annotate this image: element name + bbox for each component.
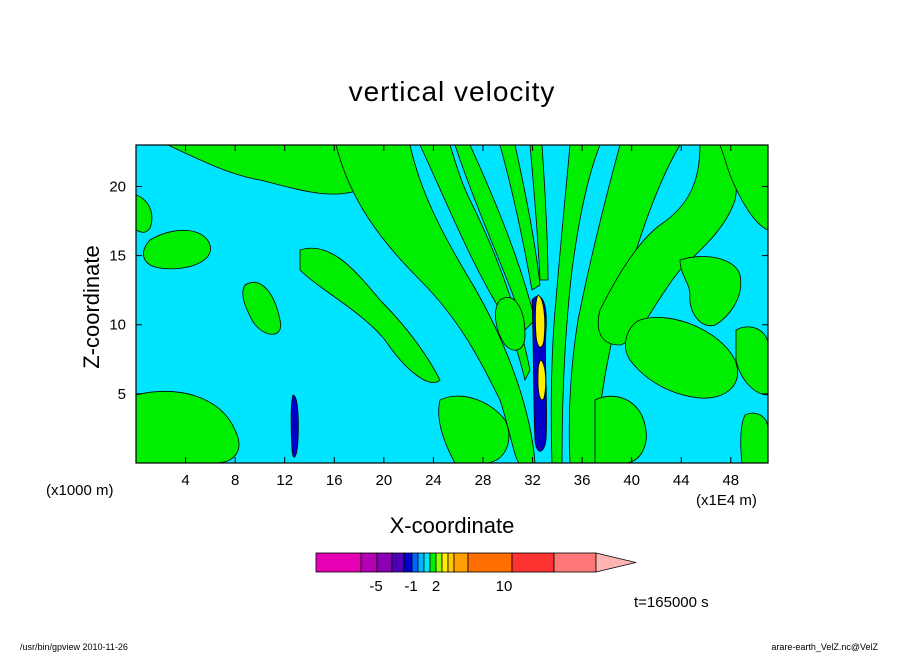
updraft-region <box>495 297 526 351</box>
updraft-region <box>299 247 441 383</box>
colorbar-segment <box>553 552 597 573</box>
updraft-region <box>454 145 536 331</box>
updraft-region <box>438 395 510 463</box>
strong-velocity-region <box>535 294 546 348</box>
velocity-field <box>136 145 768 463</box>
updraft-region <box>594 395 647 463</box>
updraft-region <box>136 145 361 195</box>
updraft-region <box>625 317 738 399</box>
y-axis-label: Z-coordinate <box>79 245 104 369</box>
updraft-region <box>499 145 541 291</box>
x-tick-label: 12 <box>276 472 293 489</box>
footer-right: arare-earth_VelZ.nc@VelZ <box>771 642 878 652</box>
colorbar-segment <box>391 552 405 573</box>
y-tick-label: 10 <box>109 317 126 334</box>
colorbar-segment <box>411 552 419 573</box>
colorbar-segment <box>429 552 437 573</box>
colorbar-tick-label: -1 <box>404 578 417 595</box>
plot-frame <box>135 144 769 464</box>
x-axis-label: X-coordinate <box>389 513 515 538</box>
colorbar-segment <box>376 552 393 573</box>
x-tick-label: 16 <box>326 472 343 489</box>
updraft-region <box>143 229 211 270</box>
updraft-region <box>136 194 153 233</box>
updraft-region <box>529 145 549 281</box>
colorbar-segment <box>403 552 413 573</box>
x-unit-right: (x1E4 m) <box>696 492 757 509</box>
footer-left: /usr/bin/gpview 2010-11-26 <box>20 642 128 652</box>
colorbar-arrow <box>595 552 637 573</box>
x-tick-label: 40 <box>623 472 640 489</box>
colorbar: -5 -1 2 10 <box>315 552 637 595</box>
updraft-region <box>597 145 737 346</box>
x-tick-label: 20 <box>375 472 392 489</box>
updraft-region <box>550 145 601 463</box>
y-tick-label: 5 <box>118 386 126 403</box>
y-tick-label: 15 <box>109 248 126 265</box>
x-tick-label: 36 <box>574 472 591 489</box>
y-tick-label: 20 <box>109 178 126 195</box>
colorbar-segment <box>315 552 362 573</box>
colorbar-tick-label: 10 <box>496 578 513 595</box>
strong-velocity-region <box>290 394 299 458</box>
x-tick-label: 28 <box>475 472 492 489</box>
colorbar-segment <box>423 552 431 573</box>
colorbar-segment <box>447 552 455 573</box>
updraft-region <box>136 390 240 463</box>
x-tick-label: 44 <box>673 472 690 489</box>
updraft-region <box>740 412 768 463</box>
colorbar-segment <box>417 552 425 573</box>
updraft-region <box>335 145 536 463</box>
colorbar-segment <box>467 552 513 573</box>
x-tick-label: 48 <box>722 472 739 489</box>
colorbar-segment <box>511 552 555 573</box>
updraft-region <box>679 256 742 327</box>
updraft-region <box>419 145 531 382</box>
x-tick-label: 4 <box>181 472 189 489</box>
strong-velocity-region <box>537 359 547 401</box>
colorbar-segment <box>435 552 443 573</box>
x-tick-label: 24 <box>425 472 442 489</box>
updraft-region <box>242 282 282 335</box>
x-tick-label: 8 <box>231 472 239 489</box>
x-tick-label: 32 <box>524 472 541 489</box>
x-unit-left: (x1000 m) <box>46 482 114 499</box>
colorbar-segment <box>441 552 449 573</box>
updraft-region <box>735 326 768 396</box>
colorbar-segment <box>453 552 469 573</box>
colorbar-tick-label: -5 <box>369 578 382 595</box>
updraft-region <box>719 145 768 231</box>
chart-title: vertical velocity <box>348 76 556 107</box>
colorbar-tick-label: 2 <box>432 578 440 595</box>
colorbar-segment <box>360 552 378 573</box>
time-label: t=165000 s <box>634 594 709 611</box>
